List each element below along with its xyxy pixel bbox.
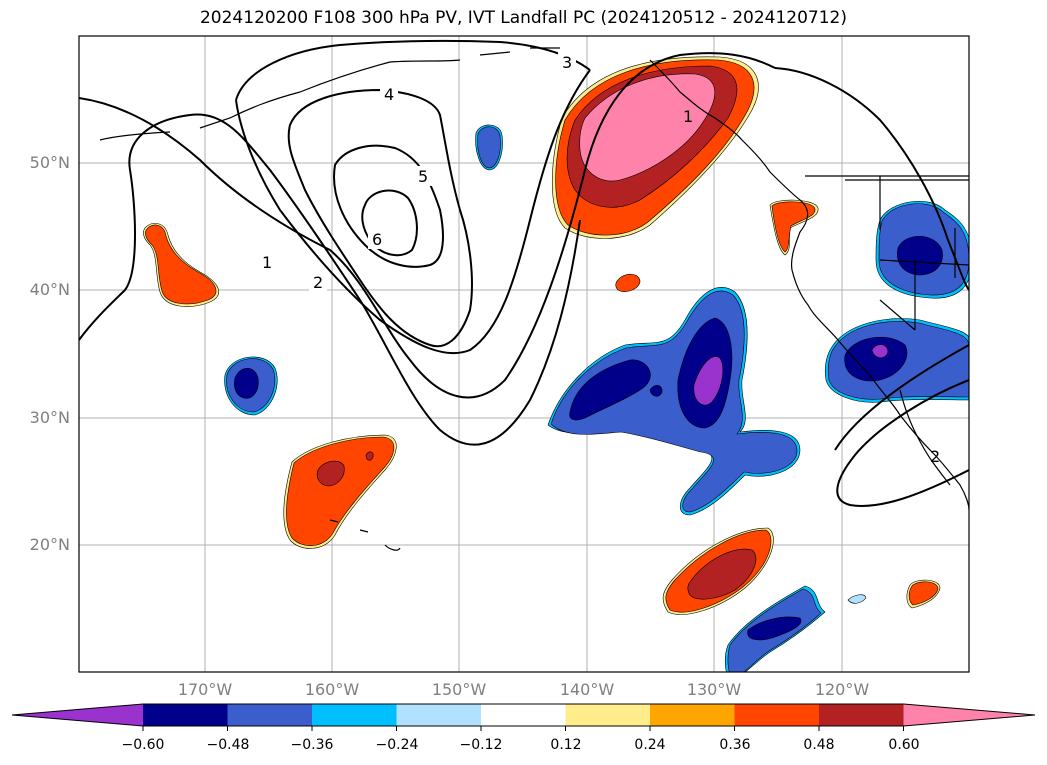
- contour-label: 5: [418, 167, 428, 186]
- ivt-positive-west: [143, 222, 219, 307]
- lon-label: 170°W: [177, 680, 233, 699]
- contour-label: 3: [562, 53, 572, 72]
- colorbar-swatch: [143, 704, 228, 726]
- map-title: 2024120200 F108 300 hPa PV, IVT Landfall…: [199, 8, 847, 28]
- colorbar-swatch: [312, 704, 397, 726]
- map-frame: [78, 35, 970, 673]
- ivt-negative-central: [547, 287, 801, 516]
- colorbar-tick-label: 0.48: [803, 737, 835, 753]
- ivt-positive-south: [662, 527, 774, 615]
- lat-label: 30°N: [29, 408, 70, 427]
- colorbar-tick-label: −0.48: [206, 737, 250, 753]
- lon-label: 120°W: [814, 680, 870, 699]
- colorbar-swatch: [396, 704, 482, 726]
- contour-label: 1: [262, 253, 272, 272]
- colorbar-tick-label: 0.12: [550, 737, 582, 753]
- lon-label: 150°W: [431, 680, 487, 699]
- colorbar-swatch: [481, 704, 566, 726]
- pv-contours: [79, 39, 969, 507]
- contour-label: 4: [384, 85, 394, 104]
- lon-label: 130°W: [686, 680, 742, 699]
- ivt-negative-south: [724, 585, 867, 672]
- lat-label: 50°N: [29, 153, 70, 172]
- colorbar-swatch: [819, 704, 904, 726]
- colorbar-tick-label: 0.24: [634, 737, 666, 753]
- colorbar-swatch: [734, 704, 820, 726]
- contour-label: 1: [683, 107, 693, 126]
- lat-label: 40°N: [29, 280, 70, 299]
- ivt-negative-east: [824, 200, 969, 403]
- colorbar-extend-high: [903, 704, 1035, 726]
- contour-label: 2: [930, 447, 940, 466]
- colorbar-tick-label: −0.36: [290, 737, 334, 753]
- colorbar-tick-label: −0.24: [375, 737, 419, 753]
- ivt-positive-gulf-of-alaska: [552, 56, 759, 239]
- ivt-positive-hawaii: [283, 434, 397, 549]
- ivt-negative-west: [224, 356, 278, 416]
- colorbar-tick-label: 0.36: [719, 737, 751, 753]
- ivt-negative-mid: [475, 124, 503, 171]
- lon-label: 160°W: [304, 680, 360, 699]
- colorbar: [11, 703, 1036, 731]
- coastlines: [99, 47, 969, 551]
- colorbar-extend-low: [12, 704, 143, 726]
- colorbar-tick-label: −0.12: [459, 737, 503, 753]
- lon-label: 140°W: [559, 680, 615, 699]
- contour-label: 2: [313, 273, 323, 292]
- colorbar-tick-label: −0.60: [121, 737, 165, 753]
- colorbar-swatch: [650, 704, 735, 726]
- colorbar-swatch: [565, 704, 651, 726]
- colorbar-tick-label: 0.60: [888, 737, 920, 753]
- ivt-positive-small: [615, 199, 941, 609]
- contour-label-group: 1 2 3 4 5 6 1 2: [258, 52, 940, 466]
- contour-label: 6: [372, 230, 382, 249]
- colorbar-swatch: [227, 704, 313, 726]
- lat-label: 20°N: [29, 535, 70, 554]
